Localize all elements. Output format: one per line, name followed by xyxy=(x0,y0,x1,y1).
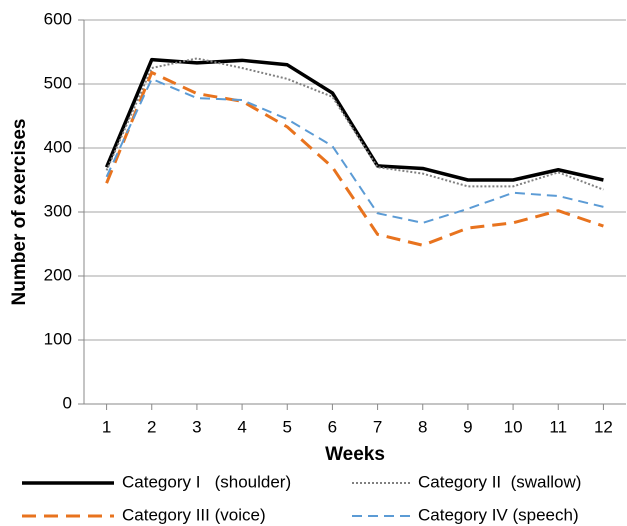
x-tick-label: 5 xyxy=(283,417,292,436)
series-line xyxy=(105,70,604,247)
series-line xyxy=(104,57,604,182)
legend-label: Category IV (speech) xyxy=(418,505,579,524)
x-tick-label: 8 xyxy=(418,417,427,436)
x-tick-label: 12 xyxy=(594,417,613,436)
x-tick-label: 7 xyxy=(373,417,382,436)
y-tick-label: 400 xyxy=(44,137,72,156)
x-tick-label: 9 xyxy=(463,417,472,436)
y-tick-label: 600 xyxy=(44,9,72,28)
x-tick-label: 2 xyxy=(147,417,156,436)
x-tick-label: 10 xyxy=(504,417,523,436)
x-tick-label: 1 xyxy=(102,417,111,436)
legend-label: Category II (swallow) xyxy=(418,472,581,491)
y-tick-label: 300 xyxy=(44,201,72,220)
x-axis-label: Weeks xyxy=(325,444,385,465)
y-axis-label: Number of exercises xyxy=(9,119,30,306)
y-tick-label: 200 xyxy=(44,265,72,284)
legend-label: Category I (shoulder) xyxy=(122,472,291,491)
legend-label: Category III (voice) xyxy=(122,505,266,524)
y-tick-label: 100 xyxy=(44,329,72,348)
series-line xyxy=(105,57,604,191)
y-tick-label: 500 xyxy=(44,73,72,92)
y-tick-label: 0 xyxy=(63,393,72,412)
x-tick-label: 11 xyxy=(549,417,567,436)
x-tick-label: 6 xyxy=(328,417,337,436)
series-line xyxy=(105,77,604,224)
x-tick-label: 4 xyxy=(237,417,246,436)
x-tick-label: 3 xyxy=(192,417,201,436)
